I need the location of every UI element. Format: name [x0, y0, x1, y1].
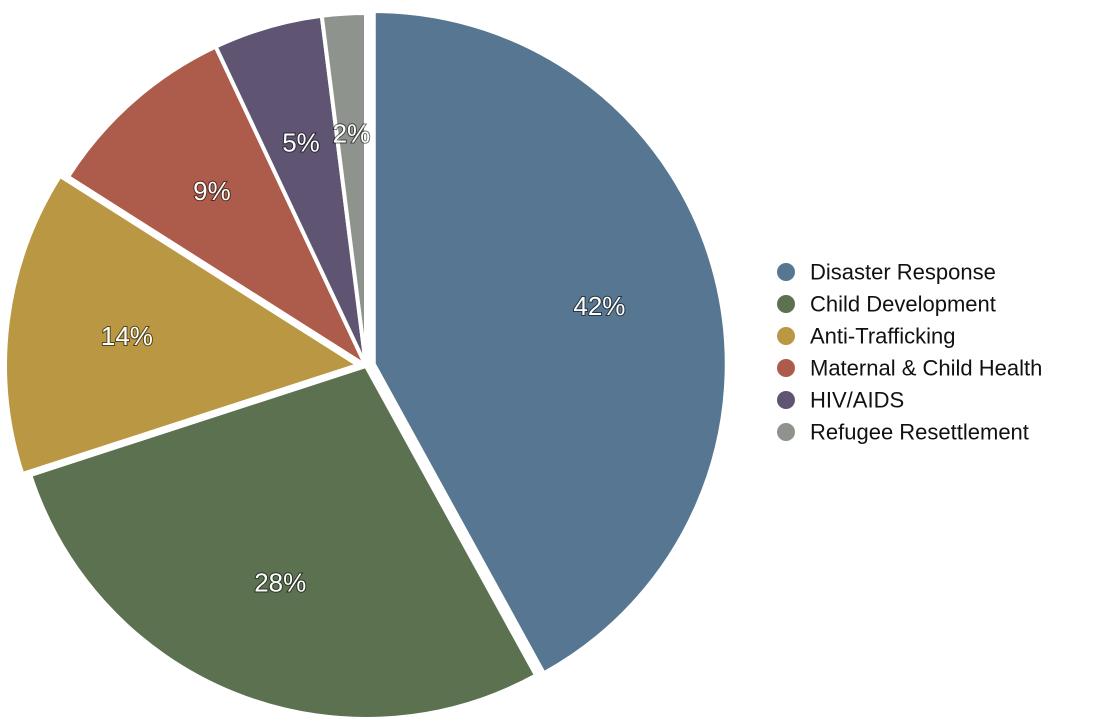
legend-label: HIV/AIDS — [810, 388, 904, 413]
legend-item-disaster-response: Disaster Response — [777, 260, 996, 285]
legend-item-child-development: Child Development — [777, 292, 996, 317]
legend-item-maternal-and-child-health: Maternal & Child Health — [777, 356, 1042, 381]
value-label-child-development: 28% — [254, 568, 306, 598]
legend-item-refugee-resettlement: Refugee Resettlement — [777, 420, 1029, 445]
legend-swatch — [777, 295, 795, 313]
legend-swatch — [777, 263, 795, 281]
legend-swatch — [777, 327, 795, 345]
legend-swatch — [777, 359, 795, 377]
value-label-maternal-and-child-health: 9% — [193, 176, 231, 206]
legend-label: Anti-Trafficking — [810, 324, 956, 349]
legend: Disaster Response Child Development Anti-T… — [777, 260, 1042, 445]
legend-label: Maternal & Child Health — [810, 356, 1042, 381]
pie-slices — [3, 9, 729, 721]
slice-disaster-response — [371, 9, 729, 676]
legend-label: Disaster Response — [810, 260, 996, 285]
value-label-anti-trafficking: 14% — [101, 321, 153, 351]
value-label-disaster-response: 42% — [573, 291, 625, 321]
value-label-refugee-resettlement: 2% — [333, 118, 371, 148]
legend-item-hiv-aids: HIV/AIDS — [777, 388, 904, 413]
slice-maternal-and-child-health — [65, 44, 368, 368]
value-label-hiv-aids: 5% — [282, 127, 320, 157]
legend-label: Child Development — [810, 292, 996, 317]
slice-child-development — [28, 364, 539, 721]
legend-label: Refugee Resettlement — [810, 420, 1029, 445]
slice-refugee-resettlement — [319, 11, 368, 368]
legend-swatch — [777, 423, 795, 441]
pie-value-labels: 42% 28% 14% 9% 5% 2% — [100, 117, 627, 598]
slice-anti-trafficking — [3, 173, 361, 477]
legend-swatch — [777, 391, 795, 409]
legend-item-anti-trafficking: Anti-Trafficking — [777, 324, 956, 349]
